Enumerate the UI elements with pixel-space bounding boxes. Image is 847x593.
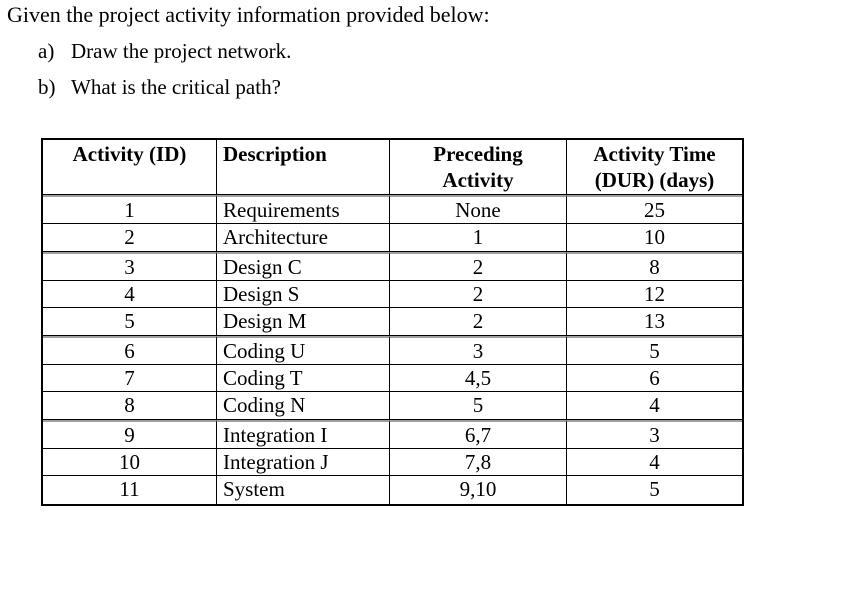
cell-description: Coding N — [217, 392, 390, 420]
cell-description: Design C — [217, 251, 390, 281]
table-row: 2 Architecture 1 10 — [43, 224, 742, 252]
header-activity-time: Activity Time (DUR) (days) — [567, 140, 742, 195]
cell-activity-time: 4 — [567, 392, 742, 420]
cell-preceding-activity: 3 — [390, 335, 567, 365]
cell-description: Integration J — [217, 448, 390, 476]
question-a: a) Draw the project network. — [38, 39, 291, 64]
question-b-text: What is the critical path? — [71, 75, 281, 99]
cell-activity-time: 12 — [567, 281, 742, 308]
cell-activity-id: 5 — [43, 308, 217, 336]
table-row: 9 Integration I 6,7 3 — [43, 419, 742, 449]
cell-activity-time: 4 — [567, 449, 742, 476]
cell-preceding-activity: 6,7 — [390, 419, 567, 449]
cell-description: Requirements — [217, 195, 390, 224]
cell-activity-id: 8 — [43, 392, 217, 420]
cell-description: Architecture — [217, 224, 390, 252]
question-a-label: a) — [38, 39, 55, 63]
header-description: Description — [217, 140, 390, 195]
cell-activity-time: 6 — [567, 365, 742, 392]
cell-preceding-activity: 2 — [390, 308, 567, 336]
cell-activity-id: 10 — [43, 448, 217, 476]
cell-description: System — [217, 476, 390, 504]
cell-activity-time: 5 — [567, 335, 742, 365]
header-activity-id: Activity (ID) — [43, 140, 217, 195]
activity-table: Activity (ID) Description Preceding Acti… — [41, 138, 744, 506]
table-header-row: Activity (ID) Description Preceding Acti… — [43, 140, 742, 195]
cell-activity-id: 7 — [43, 364, 217, 392]
cell-description: Design M — [217, 308, 390, 336]
cell-activity-time: 8 — [567, 251, 742, 281]
table-row: 6 Coding U 3 5 — [43, 335, 742, 365]
cell-activity-time: 3 — [567, 419, 742, 449]
cell-preceding-activity: 9,10 — [390, 476, 567, 504]
cell-preceding-activity: 4,5 — [390, 364, 567, 392]
cell-preceding-activity: 7,8 — [390, 448, 567, 476]
cell-description: Integration I — [217, 419, 390, 449]
cell-activity-time: 10 — [567, 224, 742, 252]
table-row: 8 Coding N 5 4 — [43, 392, 742, 420]
cell-description: Design S — [217, 280, 390, 308]
cell-description: Coding T — [217, 364, 390, 392]
table-row: 1 Requirements None 25 — [43, 195, 742, 224]
question-a-text: Draw the project network. — [71, 39, 292, 63]
table-row: 3 Design C 2 8 — [43, 251, 742, 281]
cell-activity-id: 4 — [43, 280, 217, 308]
table-row: 10 Integration J 7,8 4 — [43, 448, 742, 476]
table-row: 4 Design S 2 12 — [43, 280, 742, 308]
cell-activity-id: 11 — [43, 476, 217, 504]
cell-preceding-activity: 2 — [390, 280, 567, 308]
cell-preceding-activity: None — [390, 195, 567, 224]
cell-activity-id: 9 — [43, 419, 217, 449]
cell-description: Coding U — [217, 335, 390, 365]
table-row: 11 System 9,10 5 — [43, 476, 742, 504]
cell-preceding-activity: 1 — [390, 224, 567, 252]
cell-activity-time: 13 — [567, 308, 742, 336]
cell-preceding-activity: 2 — [390, 251, 567, 281]
header-preceding-activity: Preceding Activity — [390, 140, 567, 195]
table-row: 7 Coding T 4,5 6 — [43, 364, 742, 392]
cell-activity-id: 3 — [43, 251, 217, 281]
question-b: b) What is the critical path? — [38, 75, 281, 100]
cell-activity-id: 6 — [43, 335, 217, 365]
page-title: Given the project activity information p… — [7, 2, 490, 27]
table-row: 5 Design M 2 13 — [43, 308, 742, 336]
cell-activity-id: 1 — [43, 195, 217, 224]
cell-preceding-activity: 5 — [390, 392, 567, 420]
cell-activity-id: 2 — [43, 224, 217, 252]
question-b-label: b) — [38, 75, 56, 99]
cell-activity-time: 5 — [649, 477, 660, 501]
cell-activity-time: 25 — [567, 195, 742, 224]
